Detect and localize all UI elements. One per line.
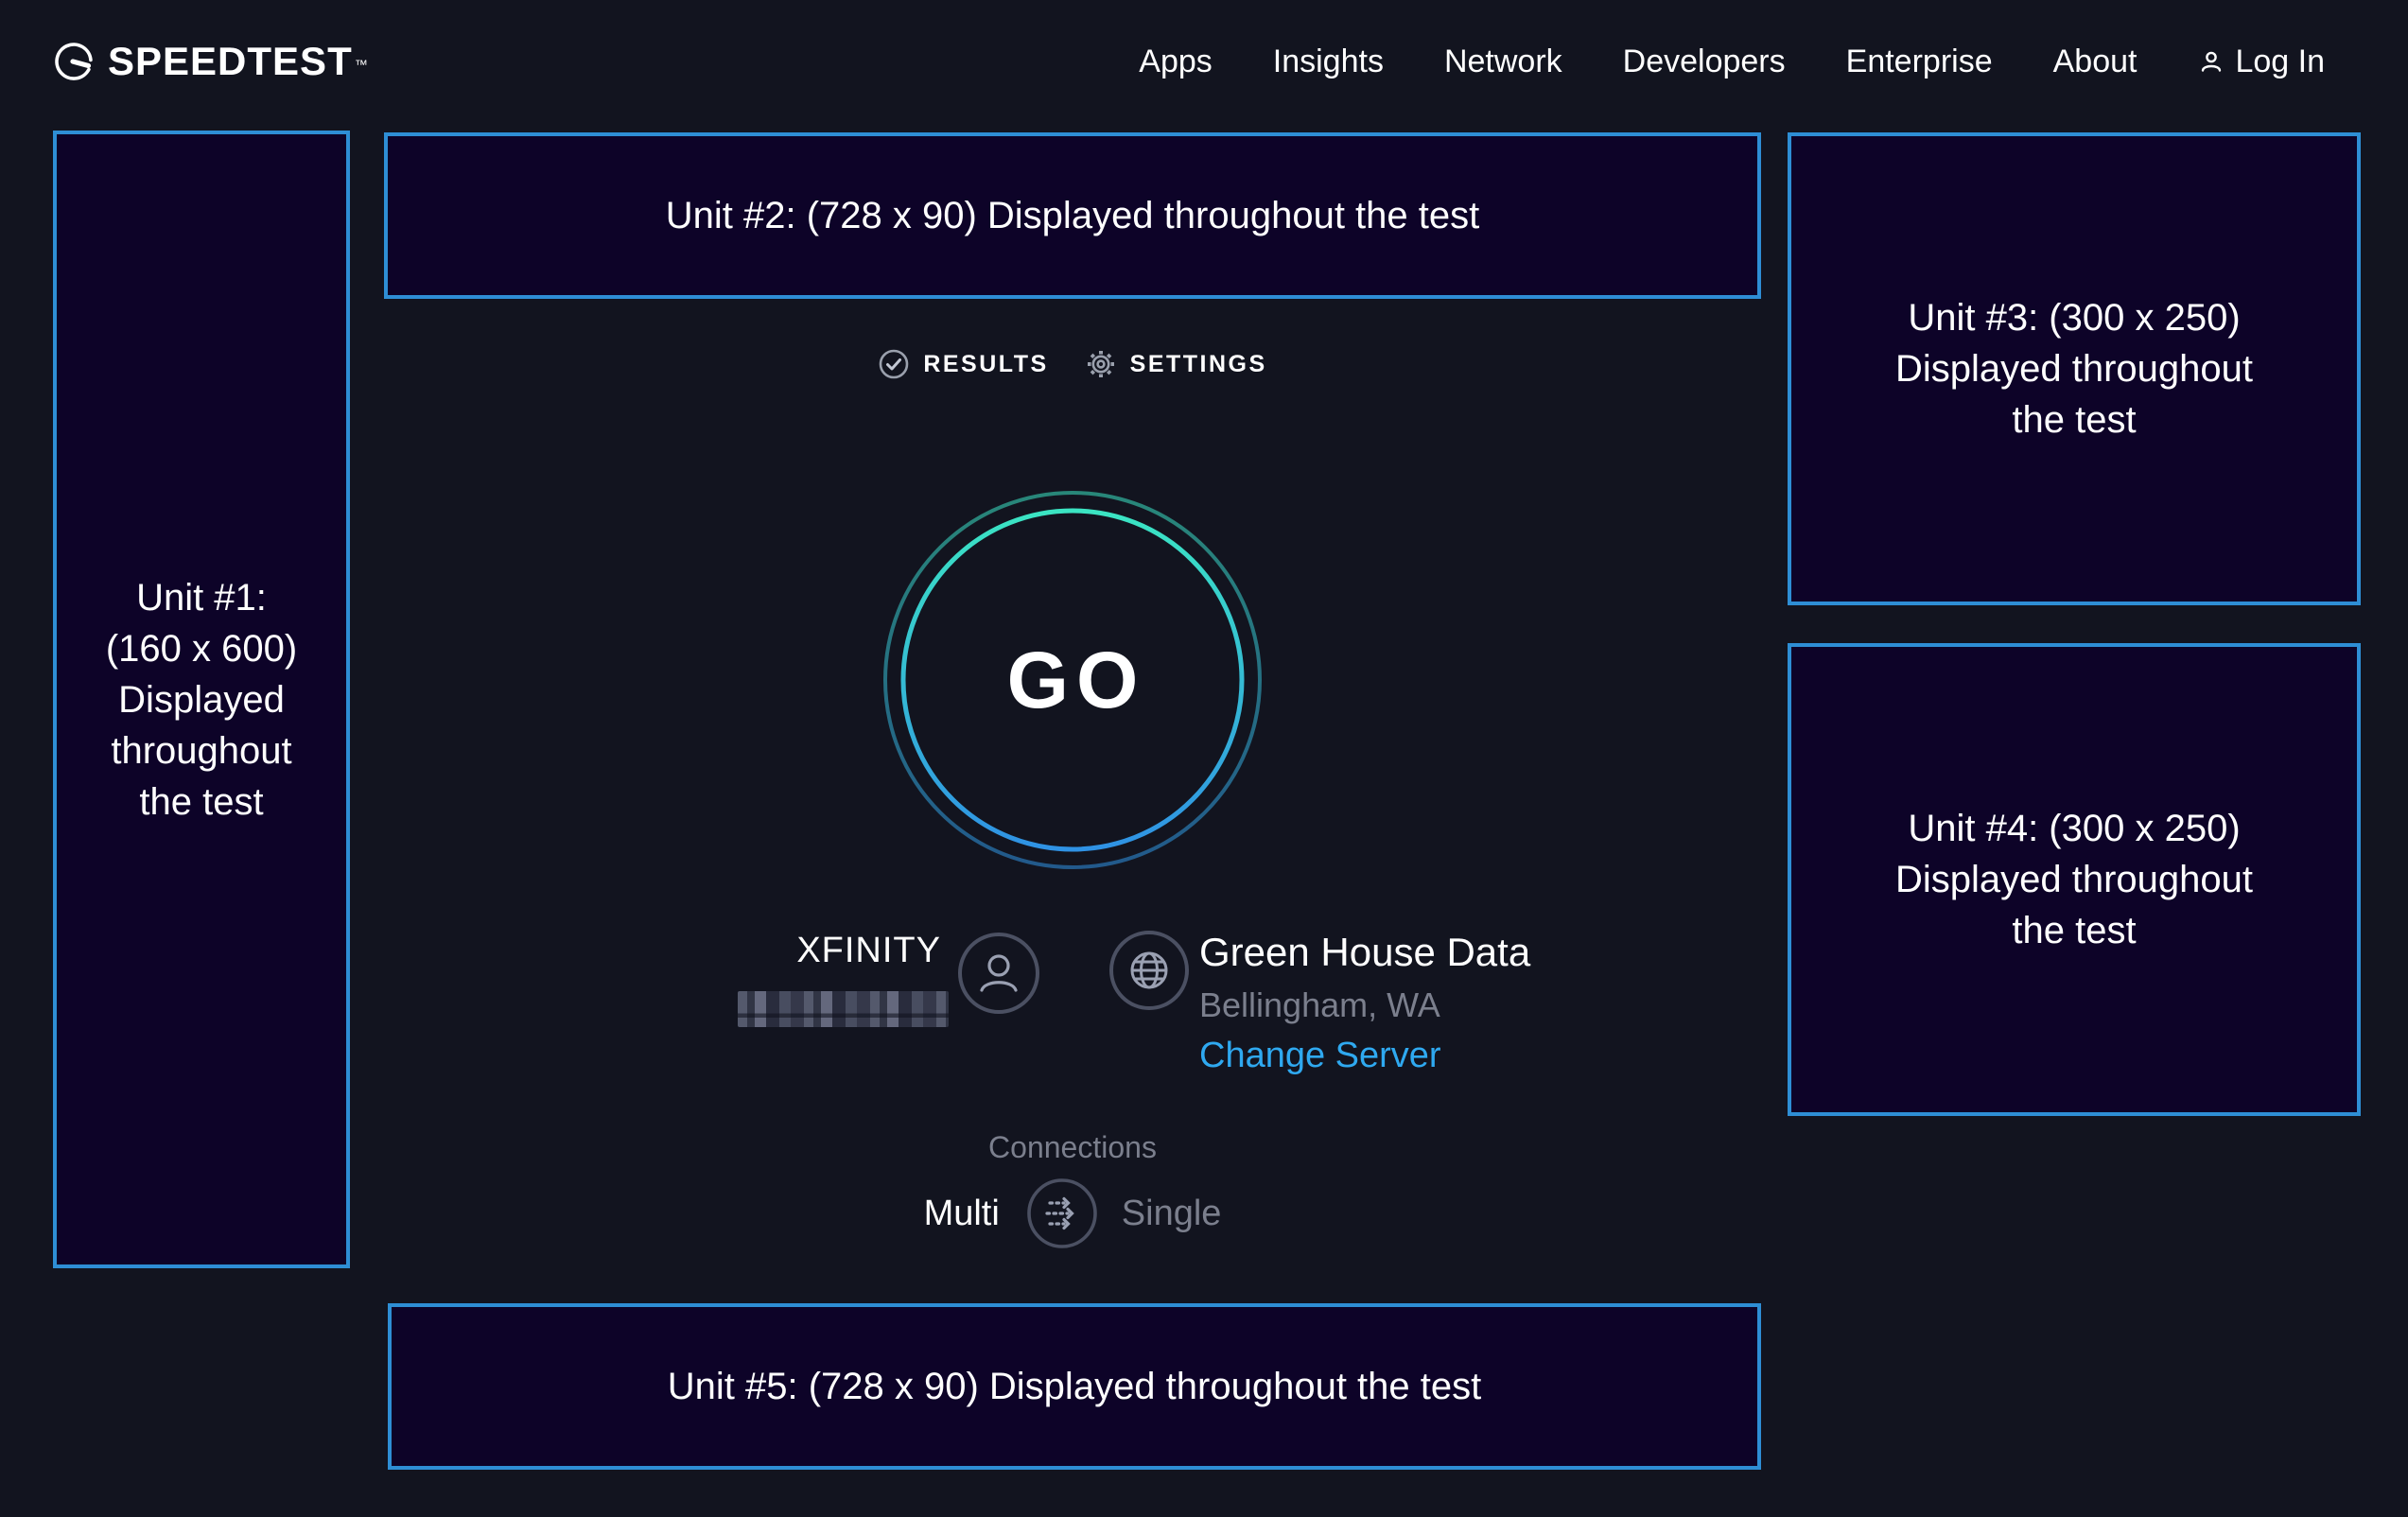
server-location: Bellingham, WA bbox=[1199, 985, 1440, 1024]
nav-item-apps[interactable]: Apps bbox=[1139, 43, 1213, 79]
nav-item-enterprise[interactable]: Enterprise bbox=[1845, 43, 1993, 79]
connections-single-label[interactable]: Single bbox=[1121, 1193, 1222, 1233]
user-circle-icon[interactable] bbox=[957, 932, 1040, 1015]
nav-item-insights[interactable]: Insights bbox=[1272, 43, 1384, 79]
ad-unit-4[interactable]: Unit #4: (300 x 250) Displayed throughout… bbox=[1788, 643, 2361, 1116]
ad-text: Unit #2: (728 x 90) Displayed throughout… bbox=[665, 195, 1480, 236]
gear-icon bbox=[1087, 351, 1114, 377]
ad-unit-3[interactable]: Unit #3: (300 x 250) Displayed throughout… bbox=[1788, 132, 2361, 605]
go-rings bbox=[883, 491, 1262, 869]
ad-text: Unit #1: (160 x 600) Displayed throughout th… bbox=[105, 576, 298, 823]
tab-settings-label: SETTINGS bbox=[1129, 350, 1267, 377]
main-nav: Apps Insights Network Developers Enterpr… bbox=[1139, 44, 2325, 80]
check-circle-icon bbox=[880, 349, 909, 379]
isp-name[interactable]: XFINITY bbox=[796, 931, 941, 970]
ad-unit-1[interactable]: Unit #1: (160 x 600) Displayed throughout th… bbox=[53, 131, 350, 1268]
server-name: Green House Data bbox=[1199, 930, 1531, 974]
tab-settings[interactable]: SETTINGS bbox=[1085, 348, 1267, 380]
connections-toggle-row: Multi Single bbox=[384, 1177, 1761, 1249]
go-label: GO bbox=[1006, 635, 1146, 724]
multi-arrows-icon bbox=[1026, 1178, 1097, 1248]
nav-item-network[interactable]: Network bbox=[1443, 43, 1562, 79]
ad-unit-2[interactable]: Unit #2: (728 x 90) Displayed throughout… bbox=[384, 132, 1761, 299]
header: SPEEDTEST ™ Apps Insights Network Develop… bbox=[0, 0, 2408, 123]
ad-unit-5[interactable]: Unit #5: (728 x 90) Displayed throughout… bbox=[388, 1303, 1761, 1470]
view-tabs: RESULTS SETTINGS bbox=[384, 342, 1761, 386]
user-icon bbox=[2202, 51, 2222, 72]
speedometer-icon bbox=[55, 43, 93, 80]
connections-toggle[interactable] bbox=[1026, 1177, 1098, 1249]
tab-results[interactable]: RESULTS bbox=[878, 348, 1048, 380]
connections-multi-label[interactable]: Multi bbox=[923, 1193, 1000, 1233]
ad-text: Unit #4: (300 x 250) Displayed throughout… bbox=[1894, 808, 2254, 951]
nav-item-about[interactable]: About bbox=[2052, 43, 2138, 79]
ad-text: Unit #5: (728 x 90) Displayed throughout… bbox=[667, 1366, 1482, 1407]
change-server-link[interactable]: Change Server bbox=[1199, 1036, 1441, 1075]
login-button[interactable]: Log In bbox=[2197, 44, 2325, 80]
go-button[interactable]: GO bbox=[874, 481, 1271, 879]
nav-item-developers[interactable]: Developers bbox=[1622, 43, 1786, 79]
login-label: Log In bbox=[2235, 43, 2325, 79]
isp-ip-redacted bbox=[738, 991, 949, 1027]
globe-icon[interactable] bbox=[1108, 930, 1190, 1011]
ad-text: Unit #3: (300 x 250) Displayed throughout… bbox=[1894, 297, 2254, 441]
speedtest-logo[interactable]: SPEEDTEST ™ bbox=[53, 39, 368, 84]
connections-title: Connections bbox=[988, 1129, 1157, 1164]
trademark-symbol: ™ bbox=[354, 56, 368, 72]
brand-text: SPEEDTEST ™ bbox=[108, 39, 368, 83]
tab-results-label: RESULTS bbox=[923, 350, 1049, 377]
